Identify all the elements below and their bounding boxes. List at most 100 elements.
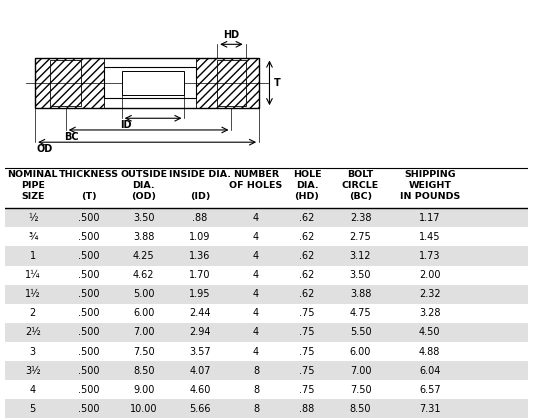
- Text: OD: OD: [37, 144, 53, 154]
- Text: 9.00: 9.00: [133, 385, 155, 395]
- Text: 7.50: 7.50: [350, 385, 372, 395]
- Text: .75: .75: [299, 366, 314, 375]
- Text: NUMBER: NUMBER: [233, 170, 279, 179]
- Text: .500: .500: [78, 270, 100, 280]
- Text: BC: BC: [64, 132, 79, 142]
- Text: 4: 4: [253, 213, 259, 223]
- Text: .88: .88: [192, 213, 207, 223]
- Text: HOLE: HOLE: [293, 170, 321, 179]
- Text: SIZE: SIZE: [21, 192, 44, 202]
- Text: 1.36: 1.36: [189, 251, 211, 261]
- Text: SHIPPING: SHIPPING: [404, 170, 456, 179]
- Bar: [5, 361, 528, 380]
- Text: .500: .500: [78, 366, 100, 375]
- Text: .500: .500: [78, 308, 100, 318]
- Text: .62: .62: [300, 213, 314, 223]
- Text: DIA.: DIA.: [132, 181, 155, 190]
- Text: 1.70: 1.70: [189, 270, 211, 280]
- Text: NOMINAL: NOMINAL: [7, 170, 58, 179]
- Text: 3.28: 3.28: [419, 308, 440, 318]
- Text: 3.88: 3.88: [350, 289, 371, 299]
- Polygon shape: [35, 58, 104, 108]
- Text: 8: 8: [253, 404, 259, 414]
- Bar: [5, 247, 528, 265]
- Text: 3.12: 3.12: [350, 251, 372, 261]
- Text: .500: .500: [78, 385, 100, 395]
- Text: 1¼: 1¼: [25, 270, 41, 280]
- Text: ID: ID: [120, 121, 132, 130]
- Text: .75: .75: [299, 385, 314, 395]
- Text: 5.66: 5.66: [189, 404, 211, 414]
- Text: .500: .500: [78, 251, 100, 261]
- Text: 3: 3: [30, 346, 36, 357]
- Bar: [5, 265, 528, 285]
- Text: (BC): (BC): [349, 192, 372, 202]
- Text: .75: .75: [299, 346, 314, 357]
- Text: 1½: 1½: [25, 289, 41, 299]
- Text: .62: .62: [300, 251, 314, 261]
- Bar: [5, 323, 528, 342]
- Text: 2.38: 2.38: [350, 213, 372, 223]
- Text: 5: 5: [30, 404, 36, 414]
- Text: 4.88: 4.88: [419, 346, 440, 357]
- Text: 6.04: 6.04: [419, 366, 440, 375]
- Text: 4: 4: [253, 328, 259, 337]
- Text: 4: 4: [253, 308, 259, 318]
- Text: 4.50: 4.50: [419, 328, 440, 337]
- Text: T: T: [274, 78, 281, 88]
- Text: .500: .500: [78, 232, 100, 242]
- Text: 8: 8: [253, 385, 259, 395]
- Text: 3.50: 3.50: [350, 270, 372, 280]
- Text: WEIGHT: WEIGHT: [408, 181, 451, 190]
- Text: 4: 4: [253, 232, 259, 242]
- Text: 2.75: 2.75: [350, 232, 372, 242]
- Text: 10.00: 10.00: [130, 404, 157, 414]
- Text: 5.50: 5.50: [350, 328, 372, 337]
- Bar: [5, 227, 528, 247]
- Text: 4: 4: [253, 251, 259, 261]
- Text: 4.07: 4.07: [189, 366, 211, 375]
- Text: 4: 4: [253, 270, 259, 280]
- Text: 1.17: 1.17: [419, 213, 440, 223]
- Text: CIRCLE: CIRCLE: [342, 181, 379, 190]
- Text: .500: .500: [78, 346, 100, 357]
- Text: 2.32: 2.32: [419, 289, 441, 299]
- Text: 7.31: 7.31: [419, 404, 440, 414]
- Polygon shape: [217, 60, 246, 106]
- Text: .75: .75: [299, 328, 314, 337]
- Text: HD: HD: [223, 29, 239, 39]
- Text: 2.94: 2.94: [189, 328, 211, 337]
- Text: IN POUNDS: IN POUNDS: [400, 192, 460, 202]
- Text: 8.50: 8.50: [133, 366, 155, 375]
- Polygon shape: [122, 71, 184, 95]
- Text: 2.00: 2.00: [419, 270, 440, 280]
- Text: .500: .500: [78, 328, 100, 337]
- Text: BOLT: BOLT: [348, 170, 374, 179]
- Text: OF HOLES: OF HOLES: [229, 181, 282, 190]
- Bar: [5, 399, 528, 418]
- Text: PIPE: PIPE: [21, 181, 45, 190]
- Bar: [5, 418, 528, 420]
- Text: DIA.: DIA.: [296, 181, 318, 190]
- Text: (HD): (HD): [295, 192, 319, 202]
- Bar: [5, 208, 528, 227]
- Text: 3.50: 3.50: [133, 213, 155, 223]
- Text: ¾: ¾: [28, 232, 37, 242]
- Text: .500: .500: [78, 404, 100, 414]
- Bar: [5, 285, 528, 304]
- Polygon shape: [50, 60, 82, 106]
- Bar: [5, 342, 528, 361]
- Text: 4.62: 4.62: [133, 270, 155, 280]
- Text: 4.60: 4.60: [189, 385, 211, 395]
- Text: (T): (T): [81, 192, 96, 202]
- Text: 6.00: 6.00: [350, 346, 371, 357]
- Text: .500: .500: [78, 289, 100, 299]
- Text: 4.25: 4.25: [133, 251, 155, 261]
- Text: 4: 4: [30, 385, 36, 395]
- Text: 4.75: 4.75: [350, 308, 372, 318]
- Bar: [5, 304, 528, 323]
- Text: 4: 4: [253, 346, 259, 357]
- Text: 6.57: 6.57: [419, 385, 441, 395]
- Text: 1.45: 1.45: [419, 232, 440, 242]
- Text: 2½: 2½: [25, 328, 41, 337]
